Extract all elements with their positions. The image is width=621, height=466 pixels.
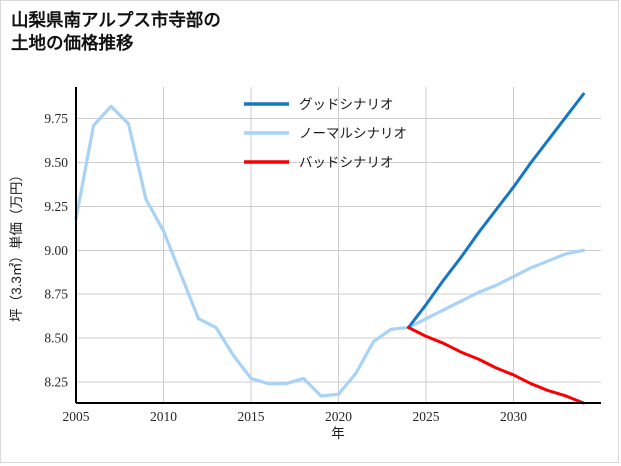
y-tick-label: 9.50 <box>44 155 68 170</box>
axis-lines <box>75 87 601 404</box>
y-tick-label: 9.25 <box>44 199 68 214</box>
x-tick-label: 2005 <box>63 409 90 424</box>
y-tick-label: 8.25 <box>44 374 68 389</box>
x-tick-label: 2030 <box>500 409 527 424</box>
legend-label: グッドシナリオ <box>299 97 394 112</box>
series-line-bad <box>407 326 585 405</box>
x-tick-label: 2020 <box>325 409 352 424</box>
x-axis-title: 年 <box>331 426 345 441</box>
y-axis-title: 坪（3.3㎡）単価（万円） <box>9 168 24 322</box>
y-tick-label: 9.75 <box>44 111 68 126</box>
y-tick-label: 8.75 <box>44 287 68 302</box>
y-tick-label: 9.00 <box>44 243 68 258</box>
y-tick-label: 8.50 <box>44 331 68 346</box>
series-lines <box>74 92 586 405</box>
page-title: 山梨県南アルプス市寺部の 土地の価格推移 <box>11 10 221 54</box>
series-line-good <box>407 92 585 330</box>
y-tick-labels: 8.25 8.50 8.75 9.00 9.25 9.50 9.75 <box>44 111 68 389</box>
gridlines <box>76 87 601 403</box>
x-tick-labels: 2005 2010 2015 2020 2025 2030 <box>63 409 528 424</box>
series-line-normal <box>74 104 586 398</box>
legend-label: バッドシナリオ <box>299 155 394 170</box>
x-tick-label: 2025 <box>413 409 440 424</box>
legend-label: ノーマルシナリオ <box>299 126 407 141</box>
x-tick-label: 2010 <box>150 409 177 424</box>
x-tick-label: 2015 <box>238 409 265 424</box>
